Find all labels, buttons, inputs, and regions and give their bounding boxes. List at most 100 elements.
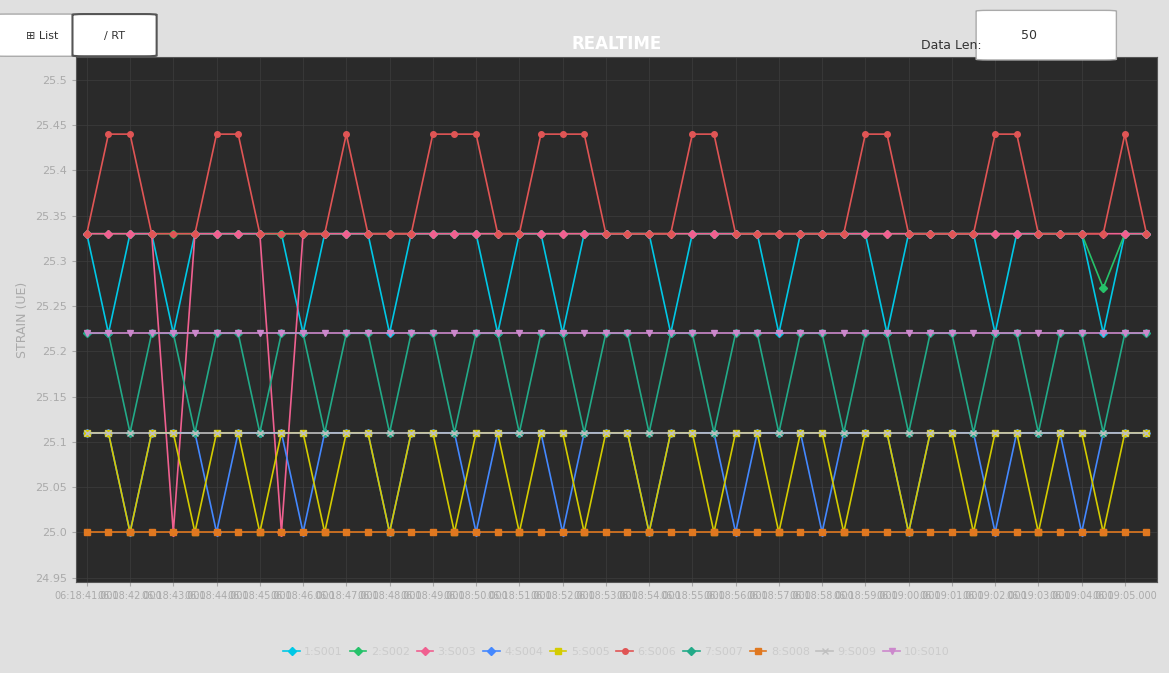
2:S002 [253,229,267,238]
3:S003 [491,229,505,238]
Line: 5:S005: 5:S005 [84,430,1149,535]
9:S009 [664,429,678,437]
10:S010 [1097,329,1111,337]
8:S008 [901,528,915,536]
4:S004 [664,429,678,437]
2:S002 [837,229,851,238]
9:S009 [642,429,656,437]
2:S002 [1097,284,1111,292]
1:S001 [924,229,938,238]
10:S010 [1053,329,1067,337]
5:S005 [794,429,808,437]
8:S008 [967,528,981,536]
4:S004 [1031,429,1045,437]
3:S003 [404,229,419,238]
7:S007 [102,329,116,337]
7:S007 [339,329,353,337]
3:S003 [512,229,526,238]
2:S002 [534,229,548,238]
7:S007 [685,329,699,337]
5:S005 [555,429,569,437]
3:S003 [79,229,94,238]
3:S003 [901,229,915,238]
8:S008 [253,528,267,536]
3:S003 [209,229,223,238]
7:S007 [621,329,635,337]
9:S009 [123,429,137,437]
10:S010 [253,329,267,337]
3:S003 [858,229,872,238]
1:S001 [382,329,396,337]
6:S006 [491,229,505,238]
8:S008 [382,528,396,536]
4:S004 [361,429,375,437]
5:S005 [577,528,592,536]
2:S002 [209,229,223,238]
Text: 50: 50 [1021,29,1037,42]
3:S003 [1031,229,1045,238]
3:S003 [166,528,180,536]
1:S001 [750,229,765,238]
3:S003 [1097,229,1111,238]
5:S005 [123,528,137,536]
4:S004 [404,429,419,437]
3:S003 [1074,229,1088,238]
5:S005 [988,429,1002,437]
FancyBboxPatch shape [976,10,1116,60]
6:S006 [750,229,765,238]
2:S002 [318,229,332,238]
2:S002 [621,229,635,238]
9:S009 [924,429,938,437]
10:S010 [534,329,548,337]
1:S001 [1010,229,1024,238]
2:S002 [1140,229,1154,238]
3:S003 [642,229,656,238]
5:S005 [426,429,440,437]
2:S002 [599,229,613,238]
5:S005 [253,528,267,536]
4:S004 [166,429,180,437]
1:S001 [772,329,786,337]
Line: 8:S008: 8:S008 [84,530,1149,535]
4:S004 [728,528,742,536]
6:S006 [685,130,699,138]
1:S001 [448,229,462,238]
7:S007 [577,429,592,437]
2:S002 [102,229,116,238]
6:S006 [448,130,462,138]
5:S005 [685,429,699,437]
2:S002 [512,229,526,238]
8:S008 [858,528,872,536]
9:S009 [426,429,440,437]
8:S008 [166,528,180,536]
6:S006 [728,229,742,238]
10:S010 [231,329,245,337]
8:S008 [728,528,742,536]
2:S002 [858,229,872,238]
5:S005 [901,528,915,536]
8:S008 [685,528,699,536]
3:S003 [534,229,548,238]
4:S004 [967,429,981,437]
8:S008 [188,528,202,536]
9:S009 [1074,429,1088,437]
8:S008 [1010,528,1024,536]
5:S005 [1031,528,1045,536]
5:S005 [858,429,872,437]
1:S001 [1053,229,1067,238]
9:S009 [275,429,289,437]
10:S010 [1010,329,1024,337]
10:S010 [275,329,289,337]
3:S003 [231,229,245,238]
5:S005 [339,429,353,437]
5:S005 [361,429,375,437]
10:S010 [621,329,635,337]
9:S009 [404,429,419,437]
6:S006 [1118,130,1132,138]
9:S009 [599,429,613,437]
1:S001 [1118,229,1132,238]
6:S006 [275,229,289,238]
4:S004 [296,528,310,536]
4:S004 [145,429,159,437]
1:S001 [209,229,223,238]
